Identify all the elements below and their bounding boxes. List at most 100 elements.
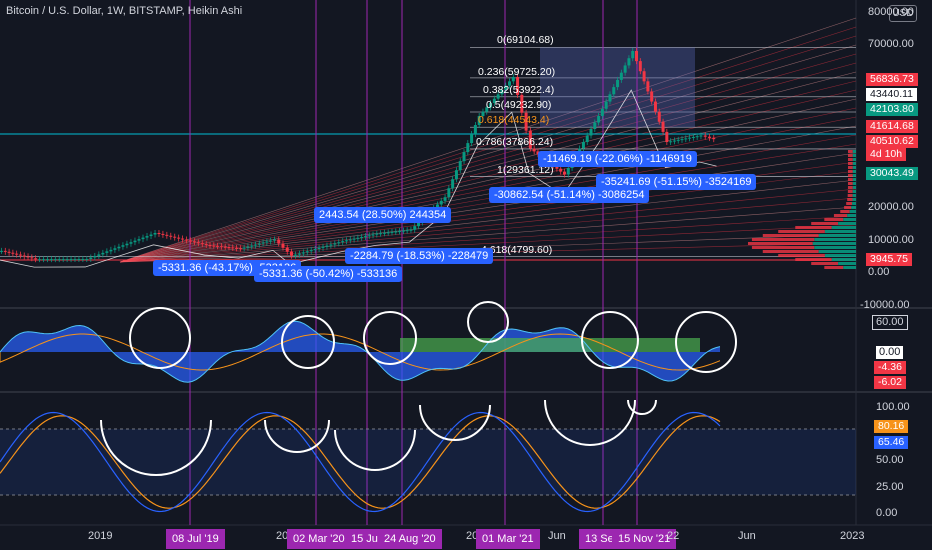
osc2-tick: 25.00 [876,481,904,493]
candle [516,77,520,95]
candle [89,257,93,259]
highlight-arc [544,399,636,446]
candle [297,253,301,255]
measure-label[interactable]: -30862.54 (-51.14%) -3086254 [489,187,650,203]
candle [642,71,646,82]
volume-profile-bar [811,262,839,265]
candle [520,94,524,113]
candle [81,259,85,261]
volume-profile-bar [824,254,856,257]
volume-profile-bar [848,158,853,161]
volume-profile-bar [847,194,853,197]
candle [15,253,19,255]
volume-profile-bar [846,202,853,205]
candle [352,238,356,240]
candle [524,112,528,131]
candle [65,259,69,261]
candle [398,231,402,233]
candle [631,51,635,59]
chart-title: Bitcoin / U.S. Dollar, 1W, BITSTAMP, Hei… [6,5,243,17]
candle [177,237,181,239]
candle [707,136,711,138]
candle [447,188,451,198]
candle [254,244,258,246]
volume-profile-bar [852,198,856,201]
candle [269,240,273,242]
candle [281,243,285,248]
measure-label[interactable]: 2443.54 (28.50%) 244354 [314,207,452,223]
fib-label: 0.236(59725.20) [478,66,556,78]
highlight-arc [334,429,416,471]
candle [703,135,707,137]
price-badge: 41614.68 [866,120,918,133]
fan-line [119,89,857,263]
measure-label[interactable]: -35241.69 (-51.15%) -3524169 [596,174,757,190]
volume-profile-bar [824,266,844,269]
stoch-band [0,429,856,495]
candle [149,234,153,237]
candle [204,244,208,246]
candle [585,135,589,142]
candle [638,61,642,72]
fan-line [119,53,857,263]
osc1-tick: 60.00 [872,315,908,330]
candle [451,179,455,189]
candle [41,259,45,261]
candle [562,171,566,175]
volume-profile-bar [811,222,839,225]
volume-profile-bar [848,150,853,153]
candle [242,247,246,249]
candle [623,65,627,73]
candle [113,248,117,250]
measure-label[interactable]: -11469.19 (-22.06%) -1146919 [538,151,697,167]
candle [121,245,125,247]
candle [379,233,383,235]
osc2-badge: 80.16 [874,420,909,433]
volume-profile-bar [852,178,856,181]
candle [293,254,297,256]
candle [7,251,11,253]
highlight-arc [627,399,657,415]
candle [597,116,601,123]
candle [653,101,657,112]
volume-profile-bar [852,190,856,193]
candle [394,231,398,233]
time-label: Jun [738,530,756,542]
candle [375,233,379,235]
currency-button[interactable]: USD [889,5,917,22]
candle [566,168,570,175]
candle [301,252,305,254]
osc2-tick: 0.00 [876,507,898,519]
fan-line [119,26,857,263]
fan-line [119,62,857,263]
fan-line [119,152,857,263]
candle [684,138,688,140]
candle [173,236,177,238]
time-label: 20 [276,530,289,542]
momentum-signal [0,333,721,371]
candle [344,240,348,242]
osc1-badge: -4.36 [874,361,906,374]
volume-profile-bar [847,170,853,173]
osc1-tick: 0.00 [876,346,904,359]
price-badge: 40510.62 [866,135,918,148]
candle [105,251,109,253]
volume-profile-bar [831,258,856,261]
fan-line [119,80,857,263]
candle [401,230,405,232]
time-label: 2023 [840,530,865,542]
candle [246,246,250,248]
measure-label[interactable]: -2284.79 (-18.53%) -228479 [345,248,494,264]
candle [305,251,309,253]
volume-profile-bar [847,178,853,181]
time-label: 20 [466,530,479,542]
measure-label[interactable]: -5331.36 (-50.42%) -533136 [254,266,403,282]
candle [69,259,73,261]
candle [101,252,105,255]
price-badge: 42103.80 [866,103,918,116]
candle [470,134,474,144]
highlight-arc [264,419,330,453]
volume-profile-bar [848,162,853,165]
candle [435,204,439,209]
